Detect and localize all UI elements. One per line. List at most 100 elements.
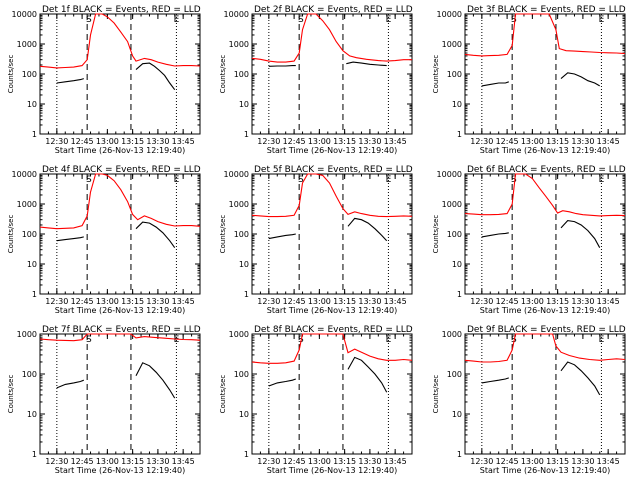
x-tick-label: 13:00 xyxy=(521,137,544,146)
events-series-line xyxy=(135,362,176,399)
interval-marker-e: E xyxy=(599,15,605,25)
interval-marker-e: E xyxy=(599,175,605,185)
y-tick-label: 10 xyxy=(452,410,462,419)
lld-series-line xyxy=(464,333,626,363)
interval-marker-s: S xyxy=(511,15,517,25)
x-tick-label: 12:45 xyxy=(496,137,519,146)
events-series-line xyxy=(560,220,601,248)
lld-series-line xyxy=(251,13,412,63)
events-series-line xyxy=(56,236,84,242)
detector-panel-3: Det 3f BLACK = Events, RED = LLD 1 10 100 10… xyxy=(432,5,626,155)
x-tick-label: 12:30 xyxy=(470,137,493,146)
events-series-line xyxy=(56,78,84,84)
lld-series-line xyxy=(464,13,626,57)
y-tick-label: 100 xyxy=(447,230,462,239)
y-tick-label: 10000 xyxy=(12,170,37,179)
y-tick-label: 10 xyxy=(27,100,37,109)
y-axis-label: Counts/sec xyxy=(219,215,227,254)
x-tick-label: 12:30 xyxy=(470,297,493,306)
panel-title: Det 3f BLACK = Events, RED = LLD xyxy=(467,5,626,15)
detector-panel-7: Det 7f BLACK = Events, RED = LLD 1 10 100 10… xyxy=(7,325,201,475)
interval-marker-s: S xyxy=(298,175,304,185)
x-tick-label: 13:30 xyxy=(358,137,381,146)
x-tick-label: 13:45 xyxy=(384,137,407,146)
events-series-line xyxy=(481,232,509,238)
x-tick-label: 12:30 xyxy=(45,457,68,466)
x-tick-label: 12:30 xyxy=(45,137,68,146)
x-tick-label: 13:00 xyxy=(96,297,119,306)
y-tick-label: 100 xyxy=(22,370,37,379)
x-tick-label: 13:15 xyxy=(546,137,569,146)
x-tick-label: 12:30 xyxy=(257,457,280,466)
y-tick-label: 100 xyxy=(22,230,37,239)
interval-marker-e: E xyxy=(174,175,180,185)
x-tick-label: 13:30 xyxy=(358,297,381,306)
interval-marker-e: E xyxy=(386,175,392,185)
x-tick-label: 13:00 xyxy=(96,457,119,466)
y-tick-label: 1 xyxy=(32,290,37,299)
y-tick-label: 10 xyxy=(27,410,37,419)
panel-title: Det 8f BLACK = Events, RED = LLD xyxy=(254,325,413,335)
y-tick-label: 100 xyxy=(447,70,462,79)
interval-marker-s: S xyxy=(86,15,92,25)
x-tick-label: 13:45 xyxy=(384,297,407,306)
y-tick-label: 1 xyxy=(244,290,249,299)
y-tick-label: 10000 xyxy=(437,170,462,179)
panel-title: Det 7f BLACK = Events, RED = LLD xyxy=(42,325,201,335)
x-tick-label: 13:30 xyxy=(146,457,169,466)
x-tick-label: 12:45 xyxy=(496,457,519,466)
y-tick-label: 10 xyxy=(452,260,462,269)
x-tick-label: 13:15 xyxy=(121,297,144,306)
y-tick-label: 1000 xyxy=(17,330,37,339)
y-tick-label: 1000 xyxy=(442,200,462,209)
y-tick-label: 1000 xyxy=(442,40,462,49)
y-tick-label: 100 xyxy=(234,230,249,239)
x-tick-label: 13:30 xyxy=(146,297,169,306)
y-axis-label: Counts/sec xyxy=(432,215,440,254)
x-tick-label: 12:30 xyxy=(45,297,68,306)
events-series-line xyxy=(268,378,296,387)
y-tick-label: 1 xyxy=(244,450,249,459)
x-tick-label: 13:15 xyxy=(121,457,144,466)
y-axis-label: Counts/sec xyxy=(219,55,227,94)
interval-marker-e: E xyxy=(174,335,180,345)
y-tick-label: 100 xyxy=(447,370,462,379)
x-tick-label: 12:45 xyxy=(496,297,519,306)
x-tick-label: 12:45 xyxy=(283,457,306,466)
lld-series-line xyxy=(39,173,201,230)
events-series-line xyxy=(481,377,509,384)
events-series-line xyxy=(56,379,84,389)
x-tick-label: 13:30 xyxy=(571,297,594,306)
x-axis-label: Start Time (26-Nov-13 12:19:40) xyxy=(480,466,610,475)
detector-panel-4: Det 4f BLACK = Events, RED = LLD 1 10 100 10… xyxy=(7,165,201,315)
interval-marker-s: S xyxy=(298,15,304,25)
x-axis-label: Start Time (26-Nov-13 12:19:40) xyxy=(480,306,610,315)
y-tick-label: 1000 xyxy=(442,330,462,339)
x-axis-label: Start Time (26-Nov-13 12:19:40) xyxy=(55,146,185,155)
detector-panel-6: Det 6f BLACK = Events, RED = LLD 1 10 100 10… xyxy=(432,165,626,315)
y-tick-label: 10000 xyxy=(12,10,37,19)
panel-title: Det 2f BLACK = Events, RED = LLD xyxy=(254,5,413,15)
events-series-line xyxy=(560,72,600,87)
y-tick-label: 1 xyxy=(457,450,462,459)
y-tick-label: 10 xyxy=(239,260,249,269)
events-series-line xyxy=(268,233,296,240)
x-tick-label: 13:00 xyxy=(308,137,331,146)
lld-series-line xyxy=(251,173,413,218)
x-tick-label: 12:30 xyxy=(470,457,493,466)
y-tick-label: 100 xyxy=(234,70,249,79)
x-axis-label: Start Time (26-Nov-13 12:19:40) xyxy=(480,146,610,155)
x-axis-label: Start Time (26-Nov-13 12:19:40) xyxy=(55,306,185,315)
events-series-line xyxy=(135,62,176,91)
x-tick-label: 13:15 xyxy=(546,297,569,306)
events-series-line xyxy=(481,81,509,87)
lld-series-line xyxy=(39,333,201,342)
y-tick-label: 1 xyxy=(457,290,462,299)
x-tick-label: 12:45 xyxy=(71,297,94,306)
interval-marker-e: E xyxy=(386,335,392,345)
detector-panel-2: Det 2f BLACK = Events, RED = LLD 1 10 100 10… xyxy=(219,5,413,155)
detector-panel-8: Det 8f BLACK = Events, RED = LLD 1 10 100 10… xyxy=(219,325,413,475)
x-tick-label: 13:00 xyxy=(308,297,331,306)
y-axis-label: Counts/sec xyxy=(432,375,440,414)
x-tick-label: 13:45 xyxy=(597,457,620,466)
